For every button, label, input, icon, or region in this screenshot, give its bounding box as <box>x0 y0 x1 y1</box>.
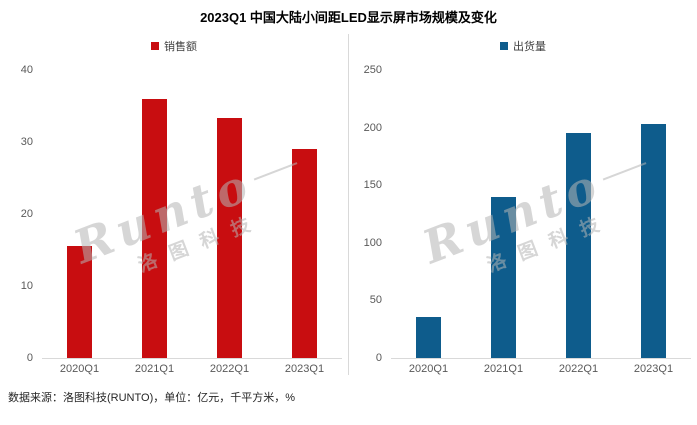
sales-x-labels: 2020Q1 2021Q1 2022Q1 2023Q1 <box>42 363 342 375</box>
bar-2020Q1 <box>416 316 441 358</box>
x-axis-label: 2021Q1 <box>483 363 524 375</box>
bar-slot <box>42 70 117 358</box>
bar-2021Q1 <box>491 196 516 358</box>
x-axis-label: 2020Q1 <box>59 363 100 375</box>
shipments-legend: 出货量 <box>355 34 691 58</box>
source-note: 数据来源：洛图科技(RUNTO)，单位：亿元，千平方米，% <box>8 392 296 404</box>
bar-slot <box>391 70 466 358</box>
x-axis-label: 2022Q1 <box>558 363 599 375</box>
bar-2023Q1 <box>641 124 666 358</box>
y-axis-tick-label: 40 <box>20 64 33 76</box>
shipments-legend-swatch-icon <box>500 42 508 50</box>
sales-legend: 销售额 <box>6 34 342 58</box>
bar-2020Q1 <box>67 246 92 358</box>
shipments-plot: Runto 洛图科技 <box>391 70 691 359</box>
bar-2022Q1 <box>217 118 242 358</box>
y-axis-tick-label: 50 <box>369 294 382 307</box>
bar-slot <box>466 70 541 358</box>
bar-slot <box>192 70 267 358</box>
y-axis-tick-label: 100 <box>363 236 382 249</box>
charts-row: 销售额 0 10 20 30 40 Runto 洛图科技 2020Q1 2021Q1 202… <box>0 34 697 375</box>
y-axis-tick-label: 250 <box>363 64 382 76</box>
shipments-chart-body: 0 50 100 150 200 250 Runto 洛图科技 2020Q1 2021Q1 2… <box>355 64 691 375</box>
bar-2022Q1 <box>566 133 591 358</box>
bar-slot <box>541 70 616 358</box>
sales-legend-swatch-icon <box>151 42 159 50</box>
x-axis-label: 2020Q1 <box>408 363 449 375</box>
sales-legend-label: 销售额 <box>164 41 197 53</box>
bar-slot <box>117 70 192 358</box>
y-axis-tick-label: 30 <box>20 136 33 148</box>
y-axis-tick-label: 0 <box>26 352 33 364</box>
bar-2023Q1 <box>292 149 317 358</box>
sales-chart-panel: 销售额 0 10 20 30 40 Runto 洛图科技 2020Q1 2021Q1 202… <box>0 34 349 375</box>
y-axis-tick-label: 200 <box>363 121 382 134</box>
shipments-legend-label: 出货量 <box>513 41 546 53</box>
x-axis-label: 2021Q1 <box>134 363 175 375</box>
y-axis-tick-label: 0 <box>375 352 382 364</box>
y-axis-tick-label: 10 <box>20 280 33 292</box>
sales-plot: Runto 洛图科技 <box>42 70 342 359</box>
sales-plot-wrap: Runto 洛图科技 2020Q1 2021Q1 2022Q1 2023Q1 <box>42 70 342 375</box>
y-axis-tick-label: 150 <box>363 179 382 192</box>
x-axis-label: 2023Q1 <box>284 363 325 375</box>
chart-title: 2023Q1 中国大陆小间距LED显示屏市场规模及变化 <box>200 10 497 25</box>
sales-y-axis: 0 10 20 30 40 <box>6 64 42 364</box>
sales-chart-body: 0 10 20 30 40 Runto 洛图科技 2020Q1 2021Q1 2022Q1 2… <box>6 64 342 375</box>
bar-slot <box>616 70 691 358</box>
x-axis-label: 2023Q1 <box>633 363 674 375</box>
shipments-chart-panel: 出货量 0 50 100 150 200 250 Runto 洛图科技 2020Q1 202… <box>349 34 697 375</box>
y-axis-tick-label: 20 <box>20 208 33 220</box>
shipments-x-labels: 2020Q1 2021Q1 2022Q1 2023Q1 <box>391 363 691 375</box>
bar-2021Q1 <box>142 98 167 358</box>
bar-slot <box>267 70 342 358</box>
shipments-y-axis: 0 50 100 150 200 250 <box>355 64 391 364</box>
shipments-plot-wrap: Runto 洛图科技 2020Q1 2021Q1 2022Q1 2023Q1 <box>391 70 691 375</box>
x-axis-label: 2022Q1 <box>209 363 250 375</box>
